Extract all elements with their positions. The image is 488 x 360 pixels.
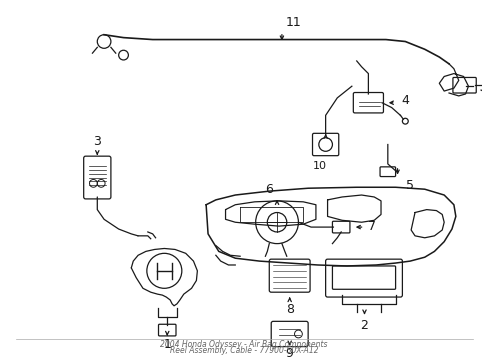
Text: 3: 3 xyxy=(93,135,101,148)
Text: 8: 8 xyxy=(285,303,293,316)
Text: 4: 4 xyxy=(401,94,408,107)
Text: 6: 6 xyxy=(265,183,273,196)
Text: 9: 9 xyxy=(285,347,293,360)
Text: 11: 11 xyxy=(285,15,301,28)
Text: 10: 10 xyxy=(312,161,326,171)
Text: 2: 2 xyxy=(360,319,367,332)
Text: 7: 7 xyxy=(367,220,375,233)
Text: Reel Assembly, Cable - 77900-S0X-A12: Reel Assembly, Cable - 77900-S0X-A12 xyxy=(169,346,318,355)
Text: 1: 1 xyxy=(163,338,171,351)
Text: 2004 Honda Odyssey - Air Bag Components: 2004 Honda Odyssey - Air Bag Components xyxy=(160,340,327,349)
Text: 5: 5 xyxy=(406,179,413,192)
